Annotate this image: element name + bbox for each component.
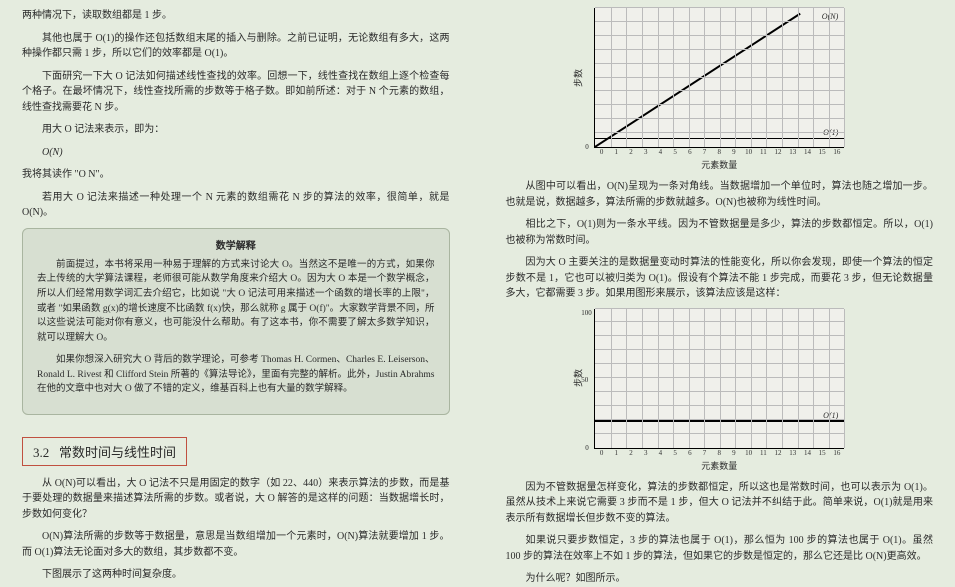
chart-ytick: 0 [585, 444, 589, 452]
para: 用大 O 记法来表示，即为： [22, 122, 450, 138]
para: 从 O(N)可以看出，大 O 记法不只是用固定的数字（如 22、440）来表示算… [22, 476, 450, 523]
chart-ylabel: 步数 [572, 68, 585, 86]
para: 因为大 O 主要关注的是数据量变动时算法的性能变化，所以你会发现，即使一个算法的… [506, 255, 934, 302]
para: 两种情况下，读取数组都是 1 步。 [22, 8, 450, 24]
math-explain-box: 数学解释 前面提过，本书将采用一种易于理解的方式来讨论大 O。当然这不是唯一的方… [22, 228, 450, 415]
para: 从图中可以看出，O(N)呈现为一条对角线。当数据增加一个单位时，算法也随之增加一… [506, 179, 934, 210]
chart-ytick: 0 [585, 143, 589, 151]
left-column: 两种情况下，读取数组都是 1 步。 其他也属于 O(1)的操作还包括数组末尾的插… [0, 0, 478, 520]
chart-ytick: 50 [581, 376, 588, 384]
para: 为什么呢？如图所示。 [506, 571, 934, 587]
chart-line-label: O(N) [822, 12, 838, 21]
chart-plot-area: 步数 0 50 100 O(1) [594, 309, 844, 449]
para: 其他也属于 O(1)的操作还包括数组末尾的插入与删除。之前已证明，无论数组有多大… [22, 31, 450, 62]
right-column: 步数 0 O(N) O(1) 012345678910111213141516 … [478, 0, 955, 520]
math-box-para: 如果你想深入研究大 O 背后的数学理论，可参考 Thomas H. Cormen… [37, 353, 435, 397]
para: 若用大 O 记法来描述一种处理一个 N 元素的数组需花 N 步的算法的效率，很简… [22, 190, 450, 221]
para: 如果说只要步数恒定，3 步的算法也属于 O(1)，那么恒为 100 步的算法也属… [506, 533, 934, 564]
chart-ytick: 100 [581, 309, 592, 317]
chart-plot-area: 步数 0 O(N) O(1) [594, 8, 844, 148]
chart-xlabel: 元素数量 [701, 459, 737, 472]
para: 下面研究一下大 O 记法如何描述线性查找的效率。回想一下，线性查找在数组上逐个检… [22, 69, 450, 116]
para: 我将其读作 "O N"。 [22, 167, 450, 183]
para: 因为不管数据量怎样变化，算法的步数都恒定，所以这也是常数时间，也可以表示为 O(… [506, 480, 934, 527]
math-box-title: 数学解释 [37, 237, 435, 252]
para: O(N)算法所需的步数等于数据量，意思是当数组增加一个元素时，O(N)算法就要增… [22, 529, 450, 560]
formula: O(N) [42, 145, 450, 161]
chart-on-o1: 步数 0 O(N) O(1) 012345678910111213141516 … [506, 8, 934, 171]
para: 相比之下，O(1)则为一条水平线。因为不管数据量是多少，算法的步数都恒定。所以，… [506, 217, 934, 248]
section-number: 3.2 [33, 445, 49, 460]
chart-xlabel: 元素数量 [701, 158, 737, 171]
para: 下图展示了这两种时间复杂度。 [22, 567, 450, 583]
section-title: 常数时间与线性时间 [59, 445, 176, 460]
math-box-para: 前面提过，本书将采用一种易于理解的方式来讨论大 O。当然这不是唯一的方式，如果你… [37, 258, 435, 346]
chart-line-on [594, 12, 800, 147]
chart-xticks: 012345678910111213141516 [594, 148, 844, 156]
section-heading: 3.2 常数时间与线性时间 [22, 437, 187, 466]
chart-xticks: 012345678910111213141516 [594, 449, 844, 457]
chart-o1-3step: 步数 0 50 100 O(1) 01234567891011121314151… [506, 309, 934, 472]
